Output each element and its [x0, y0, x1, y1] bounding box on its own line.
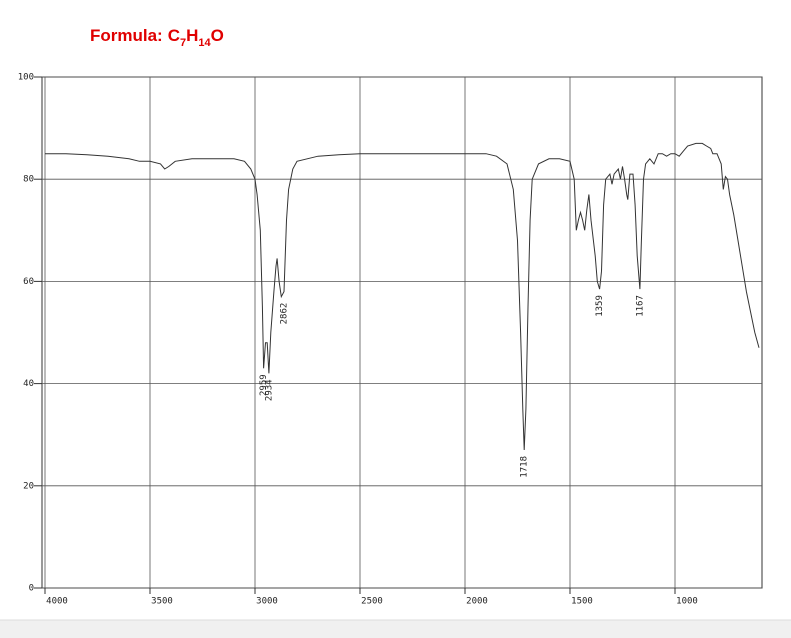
x-tick-label: 1000	[676, 597, 698, 607]
spectrum-line	[45, 142, 760, 451]
chart-title: Formula:	[90, 26, 163, 45]
x-tick-label: 2500	[361, 597, 383, 607]
formula-element: O	[211, 26, 224, 45]
peak-label: 2959	[259, 374, 269, 396]
y-tick-label: 20	[23, 481, 34, 491]
formula-element: H	[186, 26, 198, 45]
y-tick-label: 60	[23, 277, 34, 287]
y-tick-label: 0	[29, 584, 34, 594]
y-tick-label: 100	[18, 73, 34, 83]
bottom-band	[0, 620, 791, 638]
formula-count: 14	[198, 37, 211, 49]
formula-element: C	[168, 26, 180, 45]
y-tick-label: 40	[23, 379, 34, 389]
formula-count: 7	[180, 37, 186, 49]
peak-label: 2934	[264, 379, 274, 401]
x-tick-label: 2000	[466, 597, 488, 607]
x-tick-label: 3500	[151, 597, 173, 607]
formula: C 7 H 14 O	[168, 26, 224, 49]
peak-label: 1359	[595, 295, 605, 317]
x-tick-label: 4000	[46, 597, 68, 607]
x-tick-label: 1500	[571, 597, 593, 607]
peak-label: 2862	[280, 303, 290, 325]
peak-label: 1167	[635, 295, 645, 317]
x-tick-label: 3000	[256, 597, 278, 607]
peak-label: 1718	[520, 456, 530, 478]
y-tick-label: 80	[23, 175, 34, 185]
